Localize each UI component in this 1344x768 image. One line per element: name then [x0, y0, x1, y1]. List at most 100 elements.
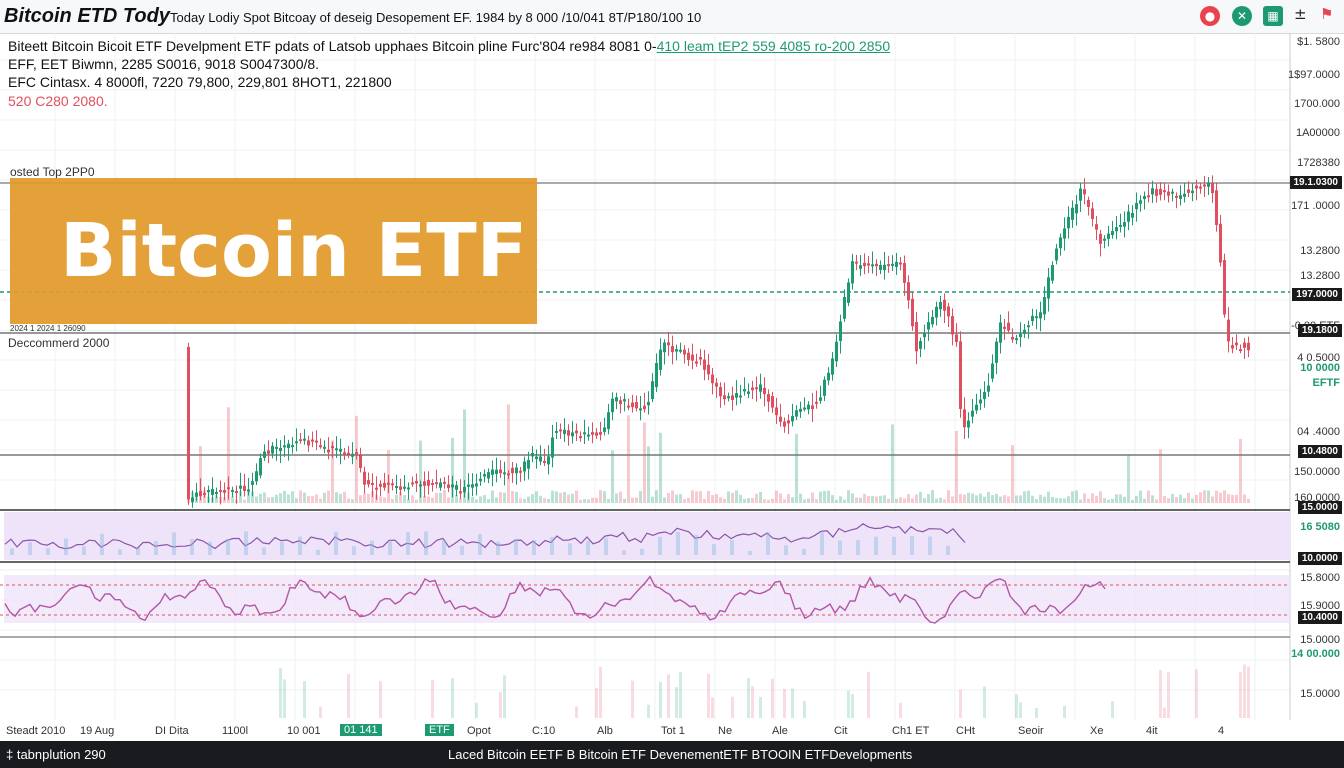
volume-bar [899, 497, 902, 503]
volume-bar [1023, 491, 1026, 503]
time-axis-label: 19 Aug [80, 725, 115, 737]
indicator-histogram-bar [298, 536, 302, 555]
volume-bar [287, 494, 290, 503]
indicator-histogram-bar [226, 539, 230, 555]
volume-bar-lower [575, 706, 578, 718]
chart-header-line4: 520 C280 2080. [8, 93, 108, 109]
volume-bar [587, 499, 590, 503]
candle-body [899, 262, 902, 265]
volume-bar [867, 496, 870, 503]
volume-bar [423, 495, 426, 503]
volume-bar-lower [1163, 707, 1166, 718]
volume-bar [379, 496, 382, 503]
volume-bar [311, 495, 314, 503]
indicator-histogram-bar [64, 538, 68, 555]
candle-body [771, 396, 774, 408]
volume-bar [687, 497, 690, 503]
price-tag: 10.0000 [1297, 552, 1342, 565]
volume-bar [1247, 498, 1250, 503]
volume-bar [907, 494, 910, 503]
candle-body [339, 448, 342, 452]
volume-bar [935, 498, 938, 503]
volume-bar [1139, 490, 1142, 503]
volume-bar [691, 490, 694, 503]
volume-bar [1195, 494, 1198, 503]
volume-bar-lower [1015, 694, 1018, 718]
volume-bar-lower [759, 696, 762, 718]
volume-bar [1063, 498, 1066, 503]
alert-icon[interactable]: ● [1200, 6, 1220, 26]
volume-bar [795, 433, 798, 503]
volume-bar [523, 498, 526, 503]
candle-body [615, 397, 618, 402]
volume-bar [507, 404, 510, 503]
candle-body [519, 470, 522, 473]
indicator-histogram-bar [154, 541, 158, 555]
candle-body [559, 429, 562, 432]
volume-bar [1103, 498, 1106, 503]
header-line1-link[interactable]: 410 leam tEP2 559 4085 ro-200 2850 [656, 38, 891, 54]
volume-bar [495, 497, 498, 503]
app-title: Bitcoin ETD Tody [4, 5, 170, 27]
candle-body [423, 481, 426, 486]
candle-body [659, 349, 662, 370]
volume-bar-lower [647, 704, 650, 718]
candle-body [911, 298, 914, 327]
indicator-histogram-bar [316, 549, 320, 555]
candle-body [1195, 185, 1198, 189]
volume-bar [971, 493, 974, 503]
candle-body [1047, 277, 1050, 299]
volume-bar [283, 490, 286, 503]
volume-bar [1095, 495, 1098, 503]
time-axis-label: Alb [597, 725, 613, 737]
candle-body [699, 357, 702, 360]
candle-body [607, 412, 610, 430]
candle-body [1143, 196, 1146, 200]
volume-bar-lower [783, 688, 786, 718]
indicator-histogram-bar [28, 542, 32, 555]
volume-bar [547, 499, 550, 503]
candle-body [579, 436, 582, 439]
volume-bar [855, 497, 858, 503]
volume-bar [295, 498, 298, 503]
price-chart[interactable] [0, 33, 1344, 741]
indicator-histogram-bar [658, 536, 662, 555]
volume-bar [203, 490, 206, 503]
volume-bar [339, 493, 342, 503]
candle-body [879, 265, 882, 270]
candle-body [787, 420, 790, 424]
candle-body [943, 299, 946, 311]
candle-body [695, 361, 698, 364]
chart-header-line1: Biteett Bitcoin Bicoit ETF Develpment ET… [8, 38, 890, 54]
candle-body [331, 446, 334, 449]
volume-bar-lower [1243, 664, 1246, 718]
flag-icon[interactable]: ⚑ [1320, 5, 1334, 23]
volume-bar [1007, 496, 1010, 503]
volume-bar [411, 495, 414, 503]
candle-body [839, 321, 842, 342]
volume-bar [399, 492, 402, 503]
plus-icon[interactable]: ± [1294, 5, 1307, 23]
price-tag: 10.4000 [1297, 611, 1342, 624]
volume-bar [519, 498, 522, 503]
indicator-histogram-bar [622, 550, 626, 555]
chart-canvas[interactable] [0, 33, 1344, 741]
candle-body [351, 453, 354, 457]
volume-bar [359, 495, 362, 503]
candle-body [479, 478, 482, 482]
volume-bar [467, 492, 470, 503]
volume-bar [919, 491, 922, 503]
candle-body [243, 485, 246, 491]
candle-body [203, 492, 206, 495]
refresh-icon[interactable]: ✕ [1232, 6, 1252, 26]
indicator-histogram-bar [100, 533, 104, 555]
candle-body [703, 359, 706, 370]
indicator-histogram-bar [838, 540, 842, 555]
calendar-icon[interactable]: ▦ [1263, 6, 1283, 26]
candle-body [1035, 316, 1038, 319]
candle-body [755, 387, 758, 390]
candle-body [1199, 186, 1202, 189]
candle-body [311, 439, 314, 442]
candle-body [191, 497, 194, 502]
candle-body [823, 379, 826, 396]
